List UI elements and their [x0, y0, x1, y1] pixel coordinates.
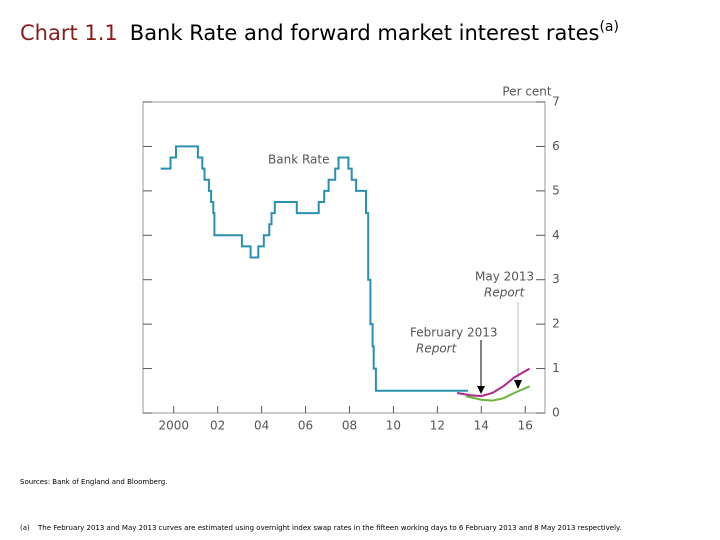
series-line: [456, 367, 531, 398]
footnote: The February 2013 and May 2013 curves ar…: [37, 524, 621, 532]
annotation-sub: Report: [416, 342, 458, 356]
chart-title: Chart 1.1 Bank Rate and forward market in…: [20, 19, 619, 45]
series-label: Bank Rate: [268, 153, 329, 167]
x-tick-label: 16: [518, 419, 533, 433]
y-tick-label: 3: [552, 272, 560, 286]
annotation-sub: Report: [484, 286, 526, 300]
x-tick-label: 06: [298, 419, 313, 433]
y-tick-label: 0: [552, 406, 560, 420]
sources: Sources: Bank of England and Bloomberg.: [20, 478, 167, 486]
series-line: [160, 145, 469, 392]
chart-label: Chart 1.1: [20, 21, 118, 45]
title-note: (a): [599, 19, 619, 35]
y-tick-label: 2: [552, 317, 560, 331]
series-line: [465, 385, 530, 402]
y-tick-label: 5: [552, 183, 560, 197]
annotation: February 2013: [410, 326, 498, 340]
x-tick-label: 12: [430, 419, 445, 433]
y-tick-label: 1: [552, 361, 560, 375]
plot-frame: [142, 101, 546, 414]
x-tick-label: 08: [342, 419, 357, 433]
x-tick-label: 02: [210, 419, 225, 433]
arrow-head: [477, 386, 485, 394]
x-tick-label: 2000: [158, 419, 189, 433]
arrow-head: [514, 380, 522, 389]
x-tick-label: 14: [474, 419, 489, 433]
annotation: May 2013: [475, 270, 534, 284]
y-tick-label: 6: [552, 139, 560, 153]
x-tick-label: 10: [386, 419, 401, 433]
footnote-marker: (a): [20, 524, 30, 532]
y-tick-label: 7: [552, 95, 560, 109]
x-tick-label: 04: [254, 419, 269, 433]
y-tick-label: 4: [552, 228, 560, 242]
title-text: Bank Rate and forward market interest ra…: [130, 21, 600, 45]
y-axis-label: Per cent: [502, 85, 552, 99]
